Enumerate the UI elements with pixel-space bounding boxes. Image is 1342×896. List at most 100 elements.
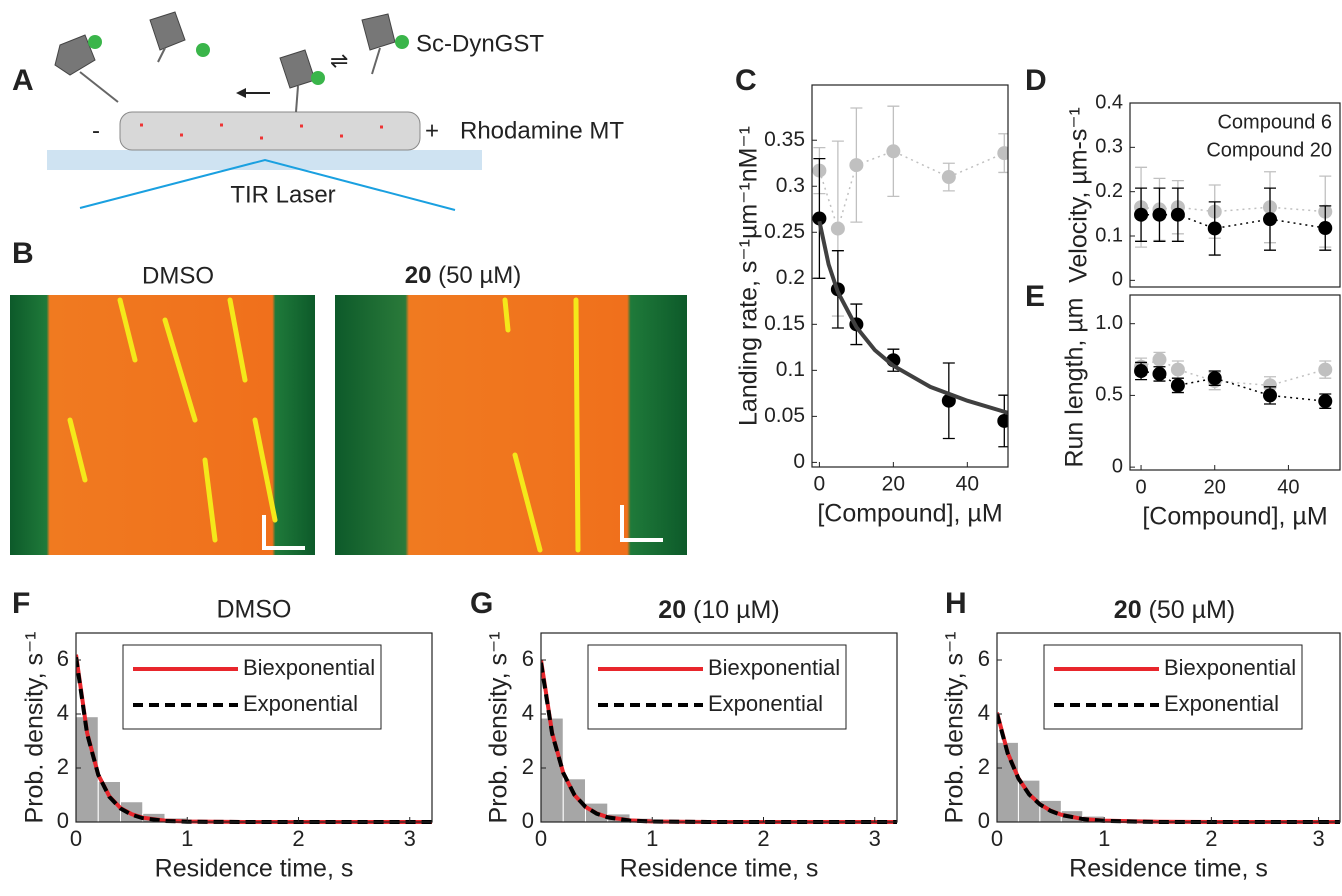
y-tick-label: 1.0 xyxy=(1095,312,1123,334)
title-bold: 20 xyxy=(405,262,432,289)
y-tick-label: 2 xyxy=(522,754,534,779)
y-tick-label: 0.35 xyxy=(764,128,805,151)
protein-label: Sc-DynGST xyxy=(416,30,544,57)
marker xyxy=(1152,366,1167,381)
y-tick-label: 6 xyxy=(522,646,534,671)
kymo-title: 20 (50 µM) xyxy=(405,262,522,289)
chart-title: 20 (10 µM) xyxy=(658,596,779,624)
y-axis-label: Prob. density, s⁻¹ xyxy=(21,632,49,824)
marker xyxy=(1263,378,1277,393)
chart-title: 20 (50 µM) xyxy=(1114,596,1235,624)
marker xyxy=(997,413,1008,428)
charts: C00.050.10.150.20.250.30.350 20 40[Compoun… xyxy=(12,64,1341,883)
x-axis-label: Residence time, s xyxy=(1069,855,1268,883)
panel-b: B DMSO 20 (50 µM) xyxy=(10,237,687,555)
axes-box xyxy=(540,632,898,823)
title-part: (50 µM) xyxy=(1142,596,1236,624)
axes-box xyxy=(811,84,1009,468)
y-tick-label: 4 xyxy=(522,700,534,725)
y-tick-label: 0.5 xyxy=(1095,384,1123,406)
panel-letter: G xyxy=(470,587,493,620)
motion-arrowhead xyxy=(236,88,246,98)
title-part: 20 xyxy=(1114,596,1142,624)
x-tick-label: 3 xyxy=(869,826,881,851)
legend-label: Biexponential xyxy=(243,655,375,680)
y-tick-label: 2 xyxy=(57,754,69,779)
x-tick-label: 3 xyxy=(404,826,416,851)
x-axis-label: Residence time, s xyxy=(155,855,354,883)
axes-box xyxy=(75,632,433,823)
x-tick-label: 0 xyxy=(991,826,1003,851)
y-tick-label: 0 xyxy=(57,808,69,833)
marker xyxy=(1207,221,1222,236)
kymograph xyxy=(10,295,315,555)
y-tick-label: 0.2 xyxy=(776,266,805,289)
gst-tags xyxy=(88,35,409,85)
y-tick-label: 6 xyxy=(978,646,990,671)
y-tick-label: 0.1 xyxy=(1095,224,1123,246)
rhodamine-dots xyxy=(140,123,383,140)
title-part: (10 µM) xyxy=(686,596,780,624)
y-tick-label: 0.15 xyxy=(764,312,805,335)
y-tick-label: 0.2 xyxy=(1095,180,1123,202)
axes-box xyxy=(1129,294,1341,471)
y-axis-label: Prob. density, s⁻¹ xyxy=(941,632,969,824)
equilibrium-symbol: ⇌ xyxy=(330,48,348,73)
kymograph xyxy=(335,295,687,555)
track-label: Rhodamine MT xyxy=(460,117,624,144)
legend-label: Exponential xyxy=(1164,691,1279,716)
x-tick-label: 0 xyxy=(814,473,826,496)
marker xyxy=(1170,362,1185,377)
plot-area xyxy=(812,105,1008,448)
panel-letter: F xyxy=(12,587,30,620)
kymo-tracks xyxy=(67,297,581,553)
series-line xyxy=(541,662,897,824)
y-tick-label: 0 xyxy=(1112,269,1123,291)
y-axis-label: Run length, µm xyxy=(1061,297,1089,467)
marker xyxy=(849,158,864,173)
x-tick-label: 40 xyxy=(956,473,979,496)
marker xyxy=(886,144,901,159)
y-tick-label: 0 xyxy=(978,808,990,833)
minus-end: - xyxy=(92,117,100,144)
x-tick-label: 0 xyxy=(1135,476,1146,498)
x-tick-label: 1 xyxy=(646,826,658,851)
chart-panel: H 0 2 4 6 0 1 2 3 Residence time, s Prob. density,… xyxy=(941,587,1341,883)
microtubule xyxy=(119,111,421,151)
legend-label: Exponential xyxy=(243,691,358,716)
marker xyxy=(1170,378,1185,393)
chart-title: DMSO xyxy=(217,596,292,624)
panel-letter: D xyxy=(1025,64,1047,97)
chart-panel: G 0 2 4 6 0 1 2 3 Residence time, s Prob. density,… xyxy=(470,587,898,883)
y-tick-label: 0 xyxy=(793,450,805,473)
marker xyxy=(1318,394,1333,409)
plot-area xyxy=(1134,166,1333,256)
x-tick-label: 2 xyxy=(292,826,304,851)
legend-label: Compound 20 xyxy=(1206,139,1332,161)
legend-label: Compound 6 xyxy=(1217,111,1332,133)
marker xyxy=(830,221,845,236)
series-line xyxy=(1140,206,1326,213)
x-tick-label: 0 xyxy=(70,826,82,851)
x-axis-label: [Compound], µM xyxy=(817,500,1002,528)
marker xyxy=(1263,388,1277,403)
series-line xyxy=(1140,358,1326,387)
plot-area xyxy=(1134,351,1333,409)
x-tick-label: 20 xyxy=(1204,476,1226,498)
x-tick-label: 40 xyxy=(1277,476,1299,498)
marker xyxy=(1207,371,1222,386)
panel-letter: E xyxy=(1025,280,1045,313)
y-axis-label: Velocity, µm-s⁻¹ xyxy=(1065,107,1093,283)
x-tick-label: 1 xyxy=(1098,826,1110,851)
kymo-title: DMSO xyxy=(142,262,214,289)
legend-box xyxy=(122,644,382,730)
marker xyxy=(997,146,1008,161)
y-tick-label: 0.1 xyxy=(776,358,805,381)
panel-letter: C xyxy=(735,64,757,97)
x-tick-label: 0 xyxy=(535,826,547,851)
panel-letter: A xyxy=(12,64,34,97)
dyneins xyxy=(54,11,396,89)
x-tick-label: 3 xyxy=(1312,826,1324,851)
legend-box xyxy=(1043,644,1303,730)
y-tick-label: 0 xyxy=(1112,455,1123,477)
